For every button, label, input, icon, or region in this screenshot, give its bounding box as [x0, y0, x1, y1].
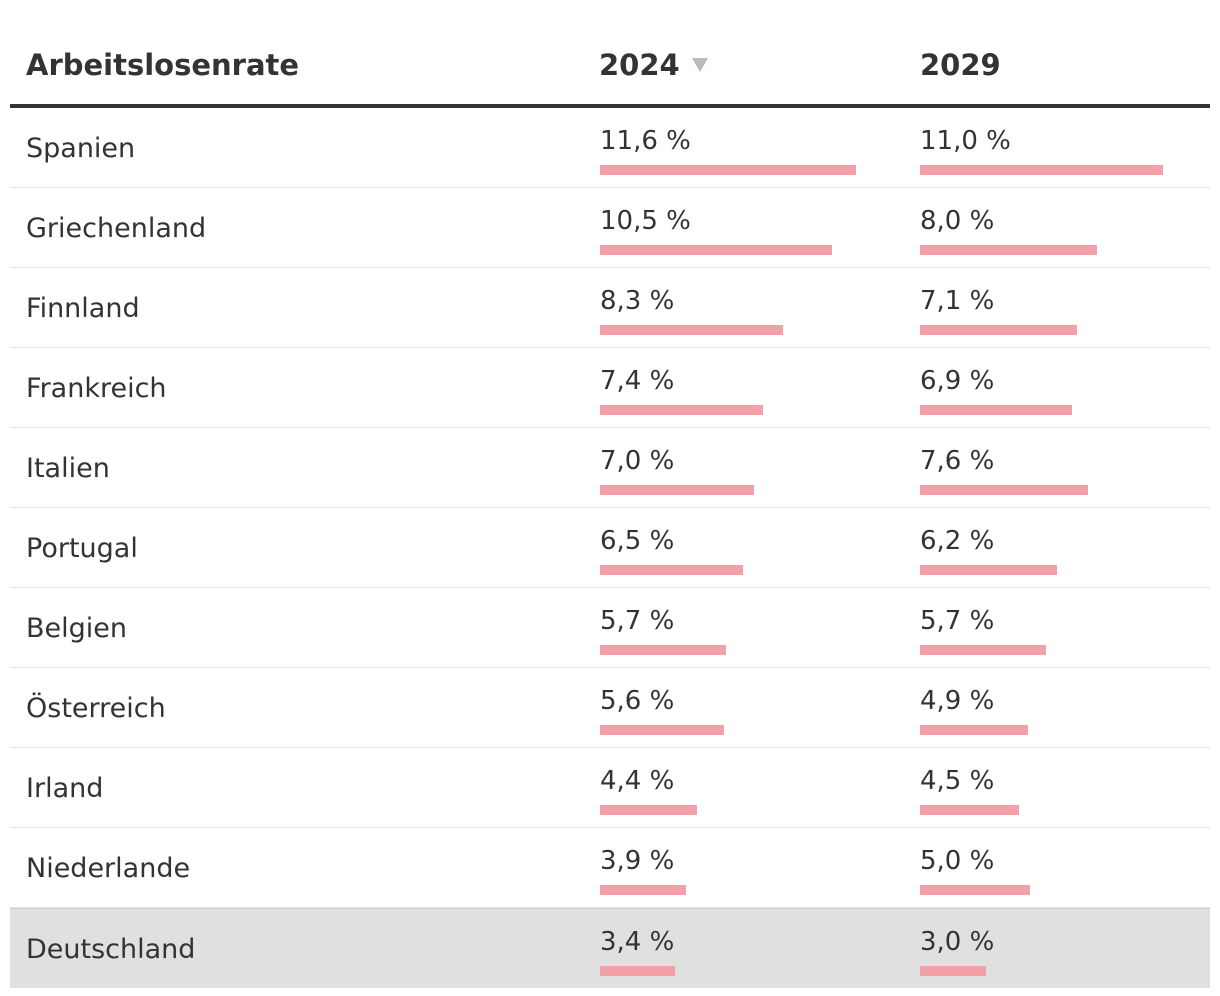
- value-2024: 8,3 %: [600, 286, 675, 316]
- bar-2029: [920, 645, 1046, 655]
- value-2024: 5,6 %: [600, 686, 675, 716]
- value-2029: 6,2 %: [920, 526, 995, 556]
- country-name: Belgien: [26, 613, 127, 644]
- value-2029: 3,0 %: [920, 927, 995, 957]
- header-col-2029[interactable]: 2029: [920, 48, 1001, 82]
- bar-2024: [600, 485, 754, 495]
- table-row: Finnland 8,3 % 7,1 %: [10, 268, 1210, 348]
- table-row: Österreich 5,6 % 4,9 %: [10, 668, 1210, 748]
- value-2029: 4,5 %: [920, 766, 995, 796]
- table-row: Irland 4,4 % 4,5 %: [10, 748, 1210, 828]
- bar-2029: [920, 966, 986, 976]
- value-2024: 3,4 %: [600, 927, 675, 957]
- bar-2029: [920, 885, 1030, 895]
- bar-2029: [920, 405, 1072, 415]
- unemployment-table: Arbeitslosenrate 2024 2029 Spanien 11,6 %…: [10, 0, 1210, 988]
- bar-2024: [600, 885, 686, 895]
- header-col-2024-label: 2024: [599, 48, 680, 82]
- value-2029: 7,1 %: [920, 286, 995, 316]
- bar-2024: [600, 565, 743, 575]
- country-name: Deutschland: [26, 934, 196, 965]
- country-name: Irland: [26, 773, 104, 804]
- value-2024: 7,4 %: [600, 366, 675, 396]
- country-name: Niederlande: [26, 853, 191, 884]
- header-col-2024[interactable]: 2024: [599, 48, 708, 82]
- bar-2029: [920, 565, 1057, 575]
- bar-2024: [600, 405, 763, 415]
- header-label: Arbeitslosenrate: [26, 48, 300, 82]
- value-2024: 10,5 %: [600, 206, 691, 236]
- table-row: Frankreich 7,4 % 6,9 %: [10, 348, 1210, 428]
- value-2029: 8,0 %: [920, 206, 995, 236]
- country-name: Portugal: [26, 533, 138, 564]
- bar-2024: [600, 805, 697, 815]
- bar-2029: [920, 725, 1028, 735]
- country-name: Griechenland: [26, 213, 207, 244]
- table-row: Deutschland 3,4 % 3,0 %: [10, 908, 1210, 988]
- value-2029: 6,9 %: [920, 366, 995, 396]
- bar-2024: [600, 165, 856, 175]
- bar-2029: [920, 805, 1019, 815]
- value-2029: 11,0 %: [920, 126, 1011, 156]
- table-row: Italien 7,0 % 7,6 %: [10, 428, 1210, 508]
- table-body: Spanien 11,6 % 11,0 % Griechenland 10,5 % 8,0…: [10, 108, 1210, 988]
- country-name: Frankreich: [26, 373, 167, 404]
- value-2029: 4,9 %: [920, 686, 995, 716]
- value-2029: 5,0 %: [920, 846, 995, 876]
- table-row: Griechenland 10,5 % 8,0 %: [10, 188, 1210, 268]
- value-2024: 5,7 %: [600, 606, 675, 636]
- value-2024: 7,0 %: [600, 446, 675, 476]
- table-row: Niederlande 3,9 % 5,0 %: [10, 828, 1210, 908]
- bar-2024: [600, 725, 724, 735]
- country-name: Österreich: [26, 693, 166, 724]
- table-row: Spanien 11,6 % 11,0 %: [10, 108, 1210, 188]
- bar-2024: [600, 966, 675, 976]
- country-name: Spanien: [26, 133, 136, 164]
- header-col-2029-label: 2029: [920, 48, 1001, 82]
- bar-2024: [600, 645, 726, 655]
- country-name: Italien: [26, 453, 110, 484]
- bar-2024: [600, 325, 783, 335]
- value-2029: 7,6 %: [920, 446, 995, 476]
- value-2029: 5,7 %: [920, 606, 995, 636]
- table-row: Belgien 5,7 % 5,7 %: [10, 588, 1210, 668]
- value-2024: 3,9 %: [600, 846, 675, 876]
- bar-2029: [920, 245, 1097, 255]
- table-header: Arbeitslosenrate 2024 2029: [10, 0, 1210, 108]
- bar-2024: [600, 245, 832, 255]
- bar-2029: [920, 165, 1163, 175]
- country-name: Finnland: [26, 293, 140, 324]
- value-2024: 11,6 %: [600, 126, 691, 156]
- value-2024: 6,5 %: [600, 526, 675, 556]
- bar-2029: [920, 485, 1088, 495]
- value-2024: 4,4 %: [600, 766, 675, 796]
- triangle-down-icon[interactable]: [691, 58, 708, 72]
- table-row: Portugal 6,5 % 6,2 %: [10, 508, 1210, 588]
- bar-2029: [920, 325, 1077, 335]
